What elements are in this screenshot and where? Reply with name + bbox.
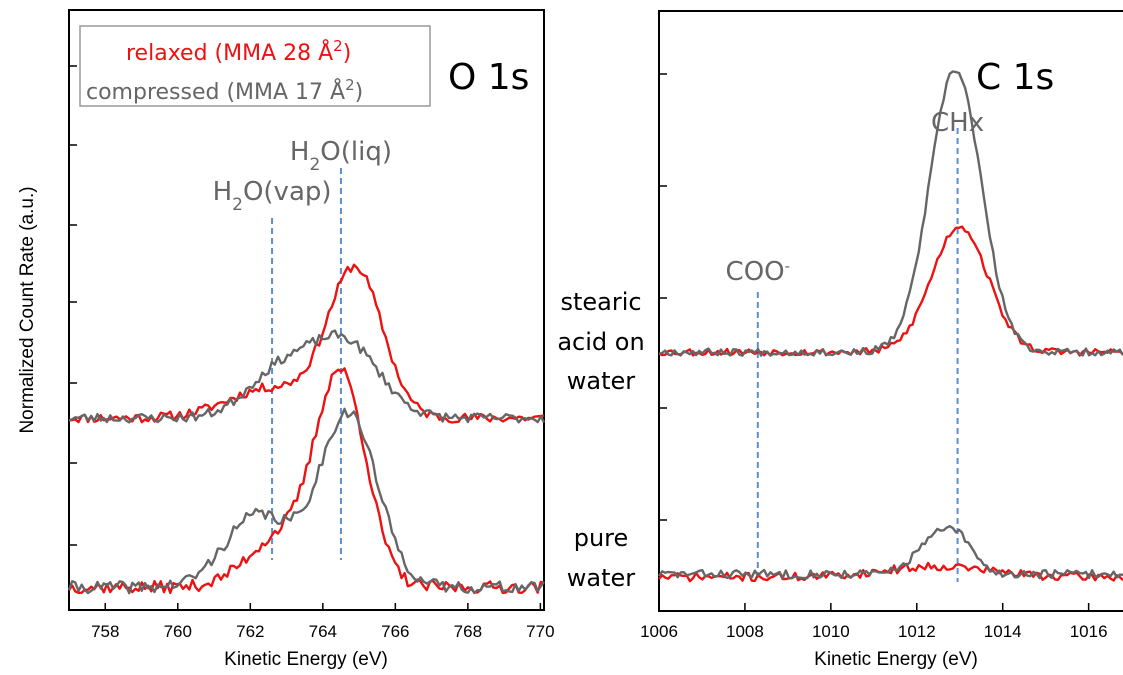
compressed-trace [68, 329, 546, 424]
marker-label: COO- [726, 257, 791, 287]
o1s-panel-label: O 1s [448, 57, 529, 98]
c1s-y-ticks [659, 73, 667, 521]
relaxed-trace [68, 367, 545, 595]
legend-entry-compressed: compressed (MMA 17 Å2) [86, 76, 363, 105]
c1s-panel: 1006 1008 1010 1012 1014 1016 COO-CHx C 1s Ki… [640, 10, 1123, 670]
marker-label: H2O(liq) [290, 137, 392, 175]
x-tick-label: 1006 [640, 622, 678, 641]
relaxed-trace [658, 561, 1123, 583]
o1s-y-ticks [69, 65, 77, 546]
pure-label-line1: pure [574, 524, 629, 552]
o1s-markers: H2O(vap)H2O(liq) [213, 137, 392, 560]
x-tick-label: 762 [236, 622, 264, 641]
x-tick-label: 768 [454, 622, 482, 641]
marker-label: H2O(vap) [213, 177, 332, 215]
c1s-panel-label: C 1s [976, 57, 1054, 98]
x-tick-label: 1010 [812, 622, 850, 641]
compressed-trace [67, 407, 545, 595]
x-tick-label: 1008 [726, 622, 764, 641]
legend-entry-relaxed: relaxed (MMA 28 Å2) [126, 37, 351, 66]
x-tick-label: 1012 [898, 622, 936, 641]
compressed-trace [658, 525, 1123, 580]
o1s-plot-frame [68, 9, 545, 611]
stearic-label-line3: water [567, 367, 636, 395]
o1s-x-ticks: 758 760 762 764 766 768 770 [91, 603, 555, 641]
x-tick-label: 758 [91, 622, 119, 641]
x-tick-label: 764 [309, 622, 337, 641]
sample-labels: stearic acid on water pure water [557, 288, 644, 592]
stearic-label-line1: stearic [560, 288, 641, 316]
x-tick-label: 766 [381, 622, 409, 641]
y-axis-title: Normalized Count Rate (a.u.) [17, 186, 38, 433]
x-tick-label: 1016 [1070, 622, 1108, 641]
o1s-series [67, 263, 546, 595]
pure-label-line2: water [567, 564, 636, 592]
c1s-x-axis-title: Kinetic Energy (eV) [814, 649, 978, 670]
c1s-series [658, 70, 1123, 583]
x-tick-label: 770 [526, 622, 554, 641]
o1s-panel: 758 760 762 764 766 768 770 H2O(vap)H2O(liq) O… [17, 9, 555, 670]
o1s-legend: relaxed (MMA 28 Å2) compressed (MMA 17 Å2… [79, 25, 431, 107]
relaxed-trace [68, 263, 545, 424]
o1s-x-axis-title: Kinetic Energy (eV) [224, 649, 388, 670]
stearic-label-line2: acid on [557, 328, 644, 356]
compressed-trace [658, 70, 1123, 357]
legend-box [79, 25, 431, 107]
x-tick-label: 1014 [984, 622, 1022, 641]
c1s-markers: COO-CHx [726, 108, 984, 582]
x-tick-label: 760 [164, 622, 192, 641]
c1s-x-ticks: 1006 1008 1010 1012 1014 1016 [640, 603, 1108, 641]
